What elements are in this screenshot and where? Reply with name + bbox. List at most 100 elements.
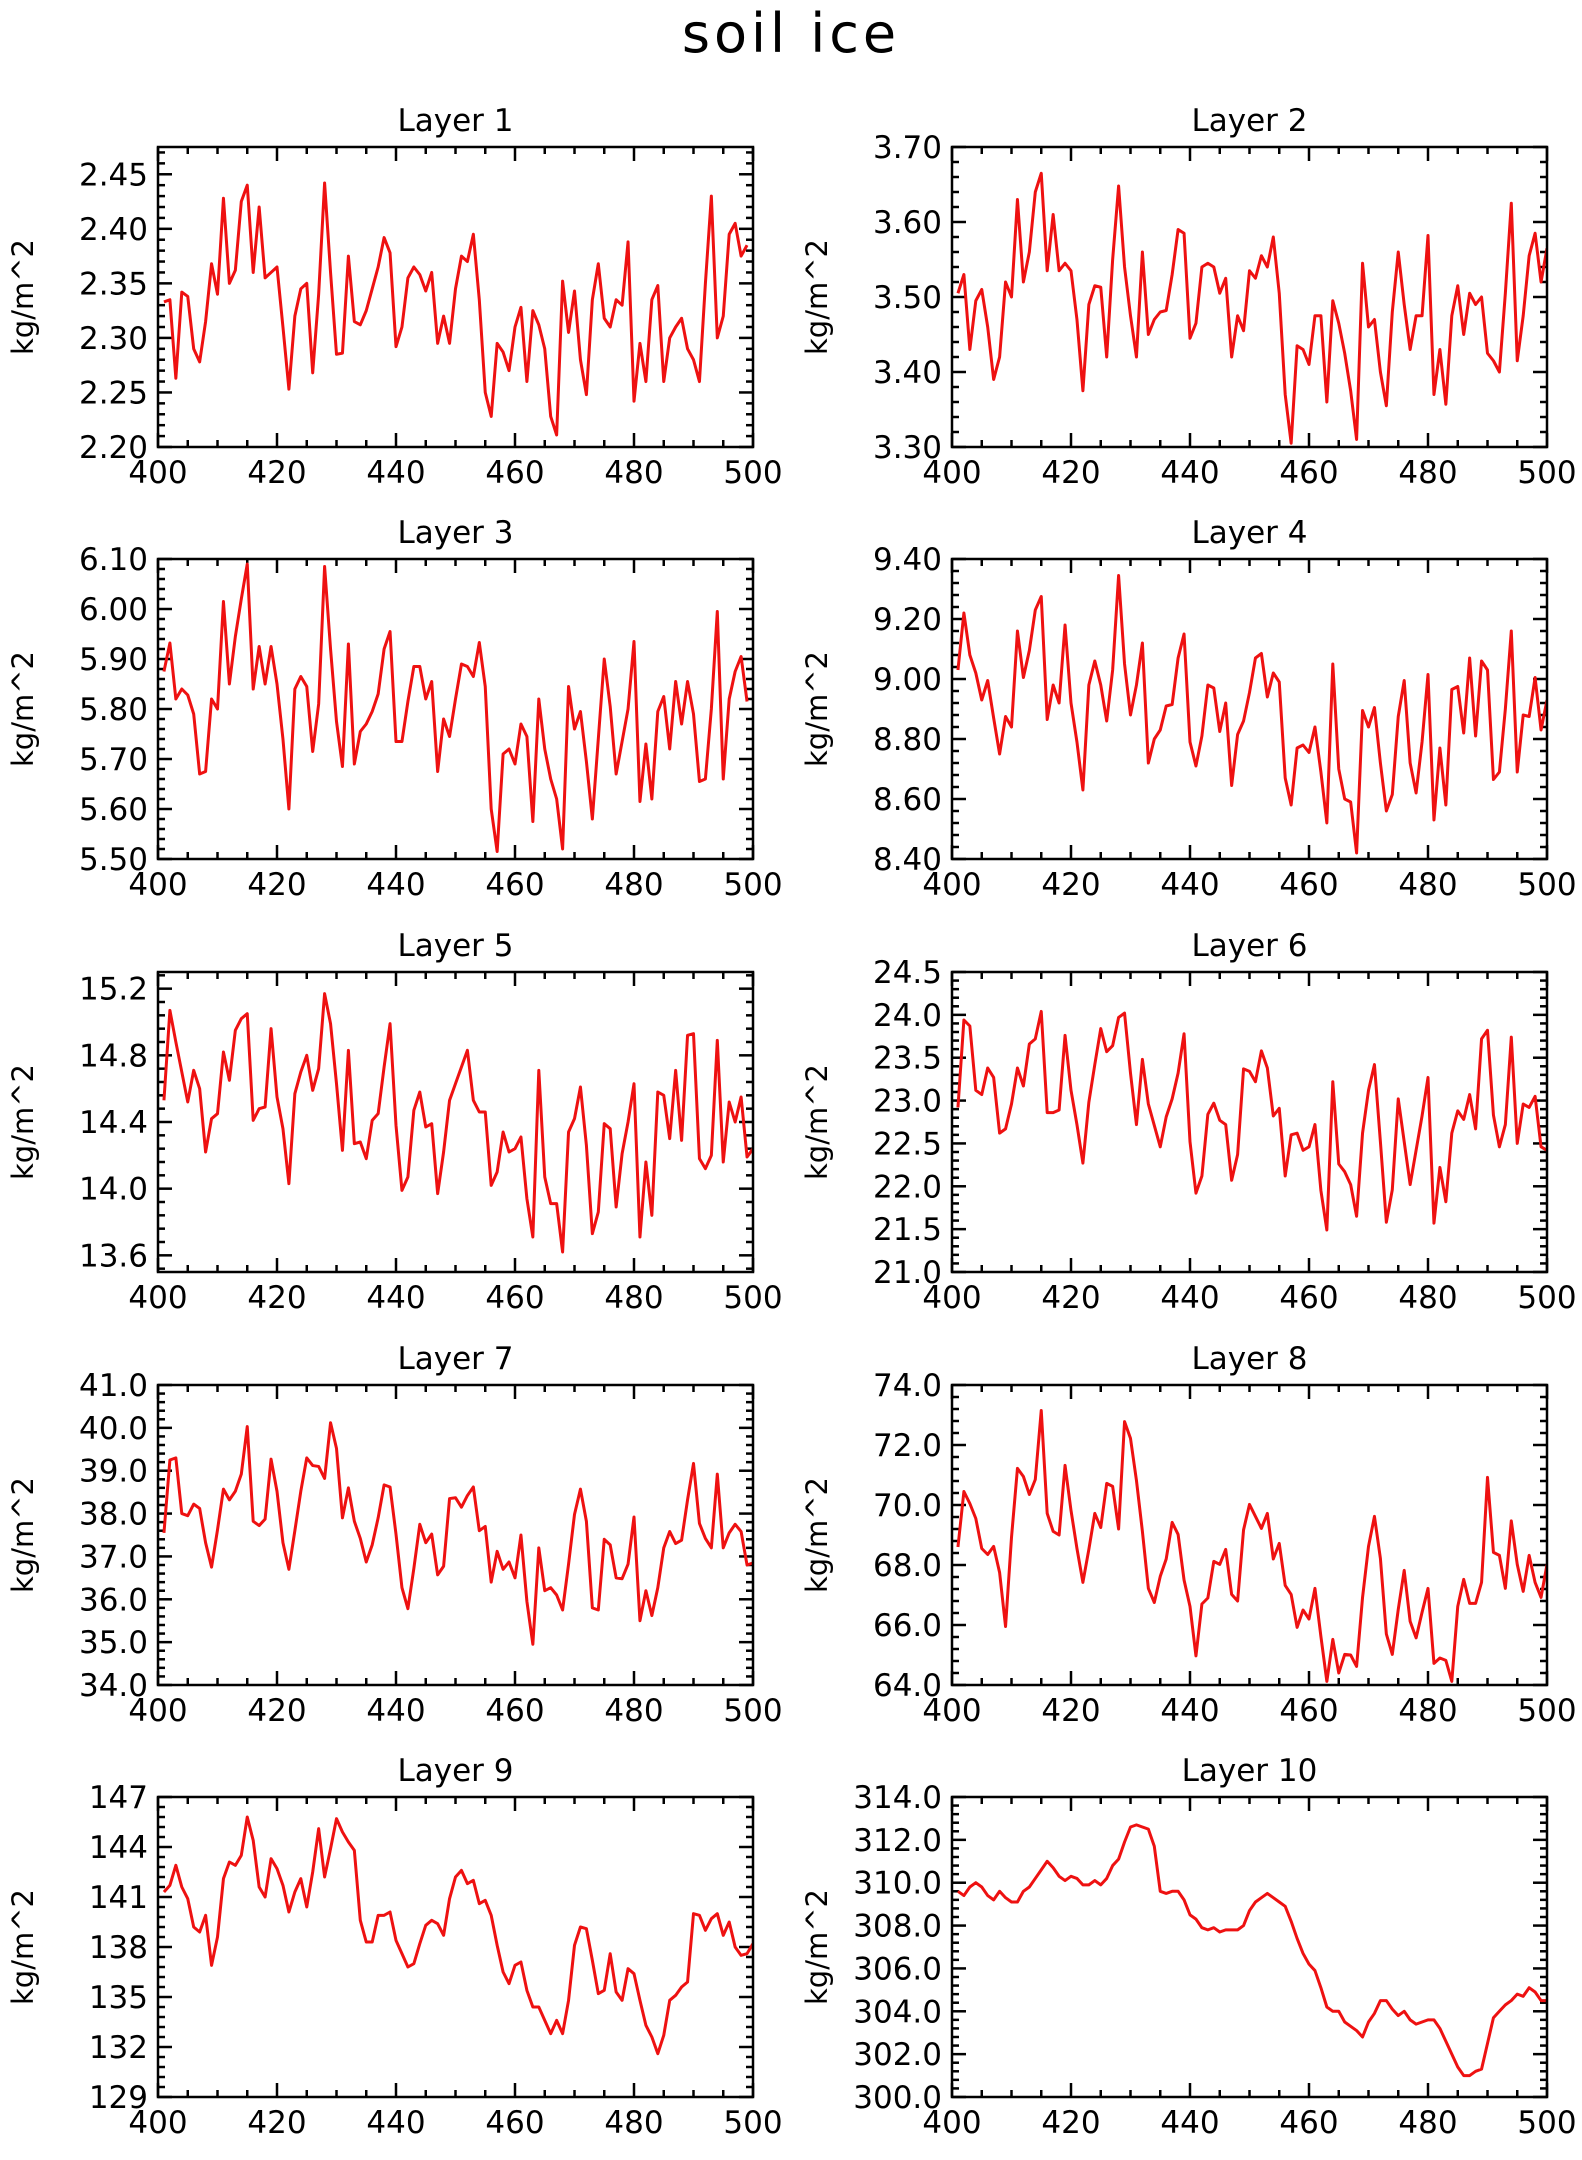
x-tick-label: 420 [1041, 1693, 1100, 1729]
y-tick-label: 3.30 [873, 430, 942, 466]
data-series-line [162, 562, 749, 853]
y-tick-label: 36.0 [79, 1582, 148, 1618]
y-tick-label: 9.40 [873, 542, 942, 578]
y-tick-label: 37.0 [79, 1539, 148, 1575]
y-tick-label: 24.5 [873, 955, 942, 991]
x-tick-label: 460 [1279, 2105, 1338, 2141]
y-axis-label: kg/m^2 [800, 1064, 834, 1180]
data-series-line [956, 574, 1547, 855]
y-tick-label: 3.60 [873, 205, 942, 241]
plot-frame [950, 557, 1549, 861]
y-tick-label: 138 [89, 1930, 148, 1966]
x-tick-label: 500 [1517, 2105, 1576, 2141]
panel-6: Layer 6 kg/m^2 400 420 440 460 480 500 21.0 21.5 2… [800, 928, 1577, 1316]
x-tick-label: 440 [1160, 1693, 1219, 1729]
x-tick-label: 480 [604, 867, 663, 903]
panel-9: Layer 9 kg/m^2 400 420 440 460 480 500 129 132 135… [6, 1753, 783, 2141]
x-tick-label: 400 [128, 1693, 187, 1729]
y-tick-label: 41.0 [79, 1368, 148, 1404]
panel-7: Layer 7 kg/m^2 400 420 440 460 480 500 34.0 35.0 3… [6, 1341, 783, 1729]
y-tick-label: 21.0 [873, 1255, 942, 1291]
y-tick-label: 5.90 [79, 642, 148, 678]
x-tick-label: 420 [1041, 455, 1100, 491]
plot-frame [156, 145, 755, 449]
x-tick-label: 440 [1160, 867, 1219, 903]
y-tick-label: 141 [89, 1880, 148, 1916]
panel-title: Layer 1 [397, 103, 513, 139]
x-tick-label: 500 [1517, 1280, 1576, 1316]
y-tick-label: 70.0 [873, 1488, 942, 1524]
y-tick-label: 304.0 [853, 1994, 942, 2030]
y-tick-label: 314.0 [853, 1780, 942, 1816]
y-tick-label: 310.0 [853, 1866, 942, 1902]
data-series-line [957, 1823, 1547, 2078]
y-tick-label: 135 [89, 1980, 148, 2016]
panel-title: Layer 6 [1191, 928, 1307, 964]
y-axis-label: kg/m^2 [6, 1477, 40, 1593]
panel-title: Layer 4 [1191, 515, 1307, 551]
y-tick-label: 72.0 [873, 1428, 942, 1464]
x-tick-label: 440 [1160, 1280, 1219, 1316]
x-tick-label: 440 [366, 1280, 425, 1316]
y-tick-label: 39.0 [79, 1454, 148, 1490]
y-tick-label: 306.0 [853, 1951, 942, 1987]
x-tick-label: 480 [1398, 867, 1457, 903]
y-tick-label: 2.25 [79, 375, 148, 411]
y-tick-label: 68.0 [873, 1548, 942, 1584]
y-tick-label: 74.0 [873, 1368, 942, 1404]
data-series-line [162, 1815, 753, 2056]
x-tick-label: 400 [128, 2105, 187, 2141]
x-tick-label: 480 [1398, 2105, 1457, 2141]
x-tick-label: 500 [723, 455, 782, 491]
y-tick-label: 3.40 [873, 355, 942, 391]
y-tick-label: 23.5 [873, 1041, 942, 1077]
x-tick-label: 460 [1279, 867, 1338, 903]
x-tick-label: 500 [723, 1280, 782, 1316]
panel-title: Layer 8 [1191, 1341, 1307, 1377]
y-tick-label: 5.60 [79, 792, 148, 828]
panel-title: Layer 3 [397, 515, 513, 551]
panel-1: Layer 1 kg/m^2 400 420 440 460 480 500 2.20 2.25 2… [6, 103, 783, 491]
y-tick-label: 144 [89, 1830, 148, 1866]
data-series-line [162, 1421, 753, 1646]
x-tick-label: 420 [1041, 1280, 1100, 1316]
x-tick-label: 440 [366, 1693, 425, 1729]
x-tick-label: 500 [723, 867, 782, 903]
y-tick-label: 9.20 [873, 602, 942, 638]
y-tick-label: 6.00 [79, 592, 148, 628]
x-tick-label: 480 [604, 1693, 663, 1729]
y-axis-label: kg/m^2 [6, 239, 40, 355]
panel-8: Layer 8 kg/m^2 400 420 440 460 480 500 64.0 66.0 6… [800, 1341, 1577, 1729]
x-tick-label: 440 [1160, 2105, 1219, 2141]
x-tick-label: 420 [247, 867, 306, 903]
x-tick-label: 400 [922, 867, 981, 903]
x-tick-label: 460 [1279, 1280, 1338, 1316]
y-tick-label: 8.40 [873, 842, 942, 878]
y-tick-label: 22.5 [873, 1126, 942, 1162]
y-tick-label: 64.0 [873, 1668, 942, 1704]
y-tick-label: 14.8 [79, 1038, 148, 1074]
y-tick-label: 40.0 [79, 1411, 148, 1447]
y-tick-label: 6.10 [79, 542, 148, 578]
data-series-line [956, 1409, 1547, 1683]
x-tick-label: 400 [128, 455, 187, 491]
panel-title: Layer 9 [397, 1753, 513, 1789]
x-tick-label: 420 [247, 455, 306, 491]
x-tick-label: 460 [1279, 455, 1338, 491]
y-tick-label: 302.0 [853, 2037, 942, 2073]
data-series-line [162, 992, 753, 1254]
panel-title: Layer 2 [1191, 103, 1307, 139]
x-tick-label: 500 [723, 1693, 782, 1729]
y-axis-label: kg/m^2 [800, 1889, 834, 2005]
x-tick-label: 480 [1398, 1280, 1457, 1316]
x-tick-label: 480 [1398, 455, 1457, 491]
x-tick-label: 460 [1279, 1693, 1338, 1729]
y-tick-label: 5.80 [79, 692, 148, 728]
x-tick-label: 500 [1517, 1693, 1576, 1729]
y-tick-label: 38.0 [79, 1497, 148, 1533]
y-axis-label: kg/m^2 [6, 1064, 40, 1180]
x-tick-label: 440 [366, 2105, 425, 2141]
y-tick-label: 14.0 [79, 1172, 148, 1208]
x-tick-label: 480 [604, 1280, 663, 1316]
x-tick-label: 460 [485, 1280, 544, 1316]
